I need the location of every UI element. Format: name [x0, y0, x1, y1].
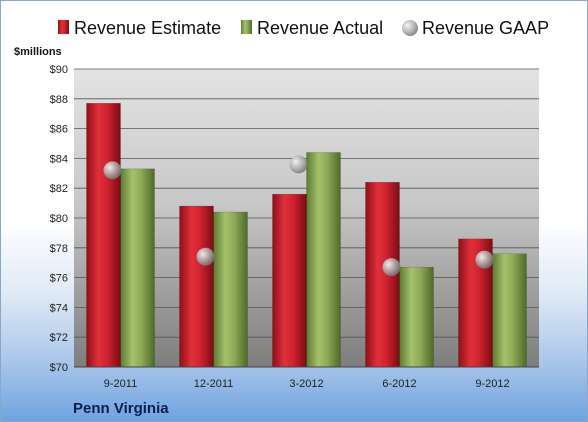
y-unit-label: $millions — [14, 46, 62, 58]
bar-revenue-actual — [492, 253, 527, 368]
bar-revenue-estimate — [179, 205, 214, 368]
x-tick-label: 9-2012 — [475, 378, 509, 390]
bar-revenue-actual — [120, 168, 155, 368]
gaap-marker — [475, 250, 494, 269]
y-axis-ticks: $70 $72 $74 $76 $78 $80 $82 $84 $86 $88 $90 — [50, 64, 68, 374]
y-tick-label: $74 — [50, 302, 68, 314]
y-tick-label: $88 — [50, 94, 68, 106]
gaap-marker — [289, 155, 308, 174]
legend: Revenue Estimate Revenue Actual Revenue … — [58, 18, 549, 38]
bar-revenue-actual — [306, 152, 341, 368]
y-tick-label: $76 — [50, 273, 68, 285]
gaap-marker — [196, 247, 215, 266]
legend-label-estimate: Revenue Estimate — [74, 18, 221, 38]
bar-revenue-estimate — [272, 193, 307, 368]
y-tick-label: $90 — [50, 64, 68, 76]
bar-revenue-estimate — [86, 103, 121, 368]
x-tick-label: 9-2011 — [104, 378, 137, 390]
bars — [86, 103, 527, 368]
gaap-marker — [382, 258, 401, 277]
company-name: Penn Virginia — [73, 400, 169, 417]
legend-swatch-estimate — [58, 20, 69, 34]
y-tick-label: $80 — [50, 213, 68, 225]
legend-label-gaap: Revenue GAAP — [422, 18, 549, 38]
y-tick-label: $72 — [50, 332, 68, 344]
x-tick-label: 6-2012 — [382, 378, 416, 390]
y-tick-label: $82 — [50, 183, 68, 195]
y-tick-label: $78 — [50, 243, 68, 255]
legend-swatch-gaap — [402, 20, 418, 36]
bar-revenue-actual — [399, 266, 434, 368]
legend-label-actual: Revenue Actual — [257, 18, 383, 38]
y-tick-label: $86 — [50, 124, 68, 136]
bar-revenue-actual — [213, 211, 248, 368]
legend-swatch-actual — [241, 20, 252, 34]
gaap-marker — [103, 161, 122, 180]
y-tick-label: $84 — [50, 153, 68, 165]
x-tick-label: 3-2012 — [289, 378, 323, 390]
x-tick-label: 12-2011 — [194, 378, 234, 390]
y-tick-label: $70 — [50, 362, 68, 374]
gaap-markers — [103, 155, 494, 277]
x-axis-ticks: 9-2011 12-2011 3-2012 6-2012 9-2012 — [104, 378, 510, 390]
